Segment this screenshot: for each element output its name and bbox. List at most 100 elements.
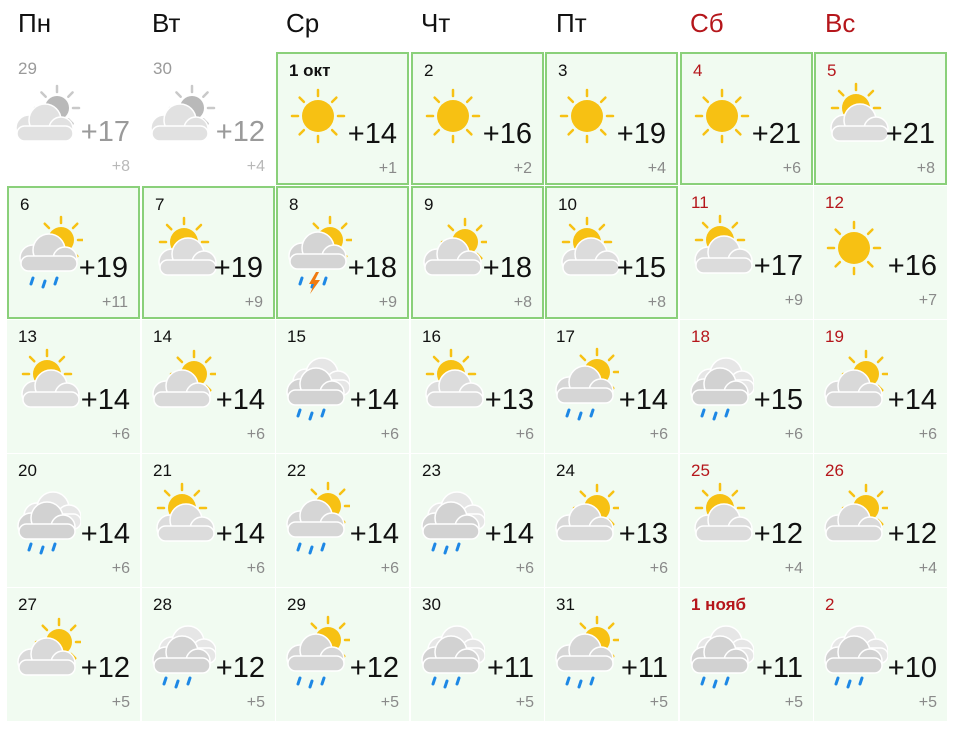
cloud-rain-icon — [415, 480, 485, 560]
weekday-fri: Пт — [556, 8, 587, 38]
day-cell[interactable]: 26 +12 +4 — [814, 454, 947, 587]
sun-cloud-icon — [551, 214, 621, 294]
temp-min: +8 — [916, 160, 935, 177]
day-date: 2 — [825, 595, 835, 614]
temp-max: +11 — [486, 652, 534, 684]
day-cell[interactable]: 29 +12 +5 — [276, 588, 409, 721]
day-cell[interactable]: 23 +14 +6 — [411, 454, 544, 587]
temp-min: +6 — [380, 426, 399, 443]
temp-max: +18 — [347, 252, 397, 284]
day-cell[interactable]: 17 +14 +6 — [545, 320, 678, 453]
cloud-rain-icon — [146, 614, 216, 694]
temp-max: +12 — [349, 652, 399, 684]
day-date: 24 — [556, 461, 575, 480]
day-cell[interactable]: 28 +12 +5 — [142, 588, 275, 721]
day-date: 29 — [18, 59, 37, 78]
day-cell[interactable]: 27 +12 +5 — [7, 588, 140, 721]
temp-max: +14 — [80, 518, 130, 550]
temp-max: +19 — [78, 252, 128, 284]
temp-max: +10 — [887, 652, 937, 684]
day-date: 19 — [825, 327, 844, 346]
day-date: 23 — [422, 461, 441, 480]
temp-min: +6 — [380, 560, 399, 577]
cloud-sun-icon — [818, 346, 888, 426]
temp-max: +15 — [616, 252, 666, 284]
day-cell[interactable]: 30 +11 +5 — [411, 588, 544, 721]
temp-max: +14 — [215, 384, 265, 416]
cloud-sun-icon — [11, 614, 81, 694]
temp-min: +4 — [918, 560, 937, 577]
temp-min: +6 — [246, 426, 265, 443]
day-cell[interactable]: 15 +14 +6 — [276, 320, 409, 453]
temp-min: +6 — [515, 426, 534, 443]
temp-max: +17 — [80, 116, 130, 148]
day-cell[interactable]: 25 +12 +4 — [680, 454, 813, 587]
sun-cloud-icon — [684, 480, 754, 560]
day-cell[interactable]: 9 +18 +8 — [411, 186, 544, 319]
day-cell[interactable]: 7 +19 +9 — [142, 186, 275, 319]
temp-max: +18 — [482, 252, 532, 284]
temp-min: +5 — [918, 694, 937, 711]
weekday-wed: Ср — [286, 8, 320, 38]
day-cell[interactable]: 31 +11 +5 — [545, 588, 678, 721]
day-cell[interactable]: 18 +15 +6 — [680, 320, 813, 453]
day-cell[interactable]: 29 +17 +8 — [7, 52, 140, 185]
partly-cloudy-icon — [11, 78, 81, 158]
temp-min: +9 — [244, 294, 263, 311]
temp-min: +7 — [918, 292, 937, 309]
day-cell[interactable]: 16 +13 +6 — [411, 320, 544, 453]
cloud-sun-rain-icon — [280, 480, 350, 560]
temp-max: +19 — [616, 118, 666, 150]
day-date: 6 — [20, 195, 30, 214]
sun-icon — [551, 80, 621, 160]
day-cell[interactable]: 5 +21 +8 — [814, 52, 947, 185]
cloud-sun-icon — [146, 346, 216, 426]
temp-max: +13 — [618, 518, 668, 550]
weekday-mon: Пн — [18, 8, 52, 38]
temp-min: +6 — [246, 560, 265, 577]
day-cell[interactable]: 22 +14 +6 — [276, 454, 409, 587]
temp-min: +8 — [647, 294, 666, 311]
day-cell-today[interactable]: 1 окт +14 +1 — [276, 52, 409, 185]
day-cell[interactable]: 13 +14 +6 — [7, 320, 140, 453]
temp-max: +12 — [215, 116, 265, 148]
day-cell[interactable]: 2 +16 +2 — [411, 52, 544, 185]
cloud-rain-icon — [684, 614, 754, 694]
sun-cloud-icon — [820, 80, 890, 160]
temp-min: +6 — [649, 560, 668, 577]
day-cell[interactable]: 12 +16 +7 — [814, 186, 947, 319]
day-date: 31 — [556, 595, 575, 614]
day-cell[interactable]: 11 +17 +9 — [680, 186, 813, 319]
temp-max: +13 — [484, 384, 534, 416]
day-cell[interactable]: 2 +10 +5 — [814, 588, 947, 721]
day-cell[interactable]: 19 +14 +6 — [814, 320, 947, 453]
temp-max: +14 — [347, 118, 397, 150]
day-cell[interactable]: 1 нояб +11 +5 — [680, 588, 813, 721]
partly-cloudy-icon — [146, 78, 216, 158]
day-date: 28 — [153, 595, 172, 614]
day-date: 11 — [691, 193, 709, 212]
day-date: 22 — [287, 461, 306, 480]
sun-icon — [417, 80, 487, 160]
day-cell[interactable]: 4 +21 +6 — [680, 52, 813, 185]
day-date: 30 — [153, 59, 172, 78]
day-cell[interactable]: 30 +12 +4 — [142, 52, 275, 185]
day-cell[interactable]: 3 +19 +4 — [545, 52, 678, 185]
temp-max: +16 — [482, 118, 532, 150]
day-cell[interactable]: 14 +14 +6 — [142, 320, 275, 453]
cloud-sun-rain-icon — [13, 214, 83, 294]
day-cell[interactable]: 6 +19 +11 — [7, 186, 140, 319]
weekday-sat: Сб — [690, 8, 724, 38]
cloud-sun-rain-icon — [549, 614, 619, 694]
temp-min: +5 — [784, 694, 803, 711]
weekday-tue: Вт — [152, 8, 181, 38]
temp-max: +14 — [349, 518, 399, 550]
day-cell[interactable]: 8 +18 +9 — [276, 186, 409, 319]
day-date: 1 окт — [289, 61, 331, 80]
temp-min: +11 — [102, 294, 128, 311]
temp-min: +6 — [782, 160, 801, 177]
day-cell[interactable]: 21 +14 +6 — [142, 454, 275, 587]
day-cell[interactable]: 20 +14 +6 — [7, 454, 140, 587]
day-cell[interactable]: 24 +13 +6 — [545, 454, 678, 587]
day-cell[interactable]: 10 +15 +8 — [545, 186, 678, 319]
